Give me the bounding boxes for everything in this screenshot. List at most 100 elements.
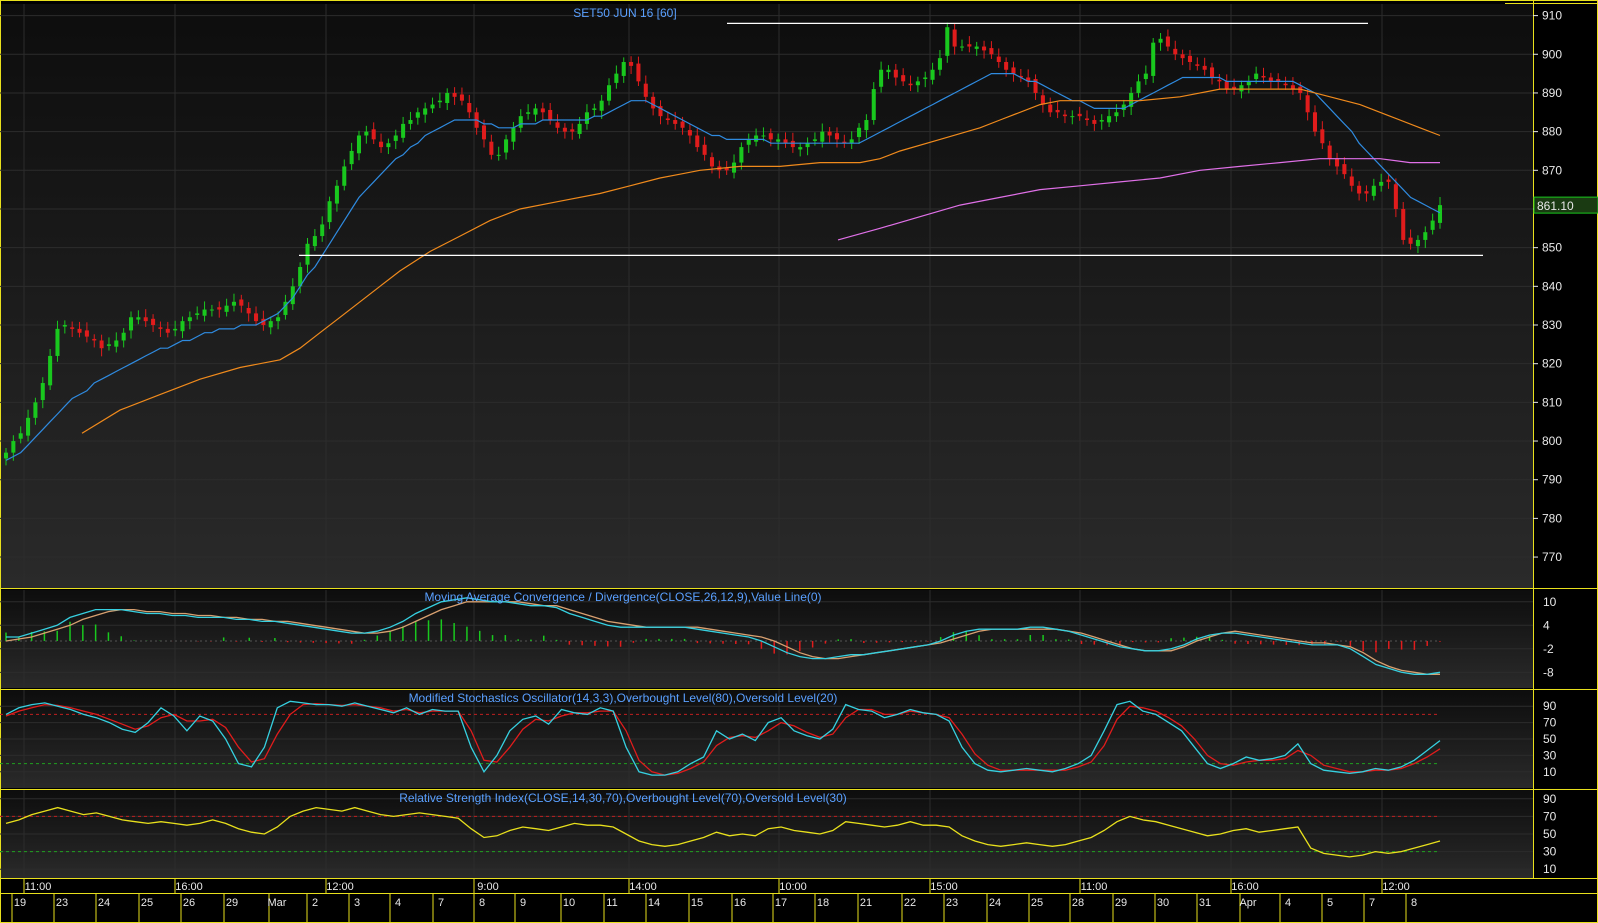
stoch-ytick-label: 30 bbox=[1543, 748, 1557, 762]
candle-body bbox=[379, 141, 384, 148]
candle-body bbox=[268, 321, 273, 328]
x-date-label: 29 bbox=[1115, 897, 1127, 909]
candle-body bbox=[511, 127, 516, 142]
candle-body bbox=[1195, 64, 1200, 66]
x-date-label: 31 bbox=[1199, 897, 1211, 909]
price-ytick-label: 870 bbox=[1542, 163, 1562, 177]
candle-body bbox=[982, 46, 987, 51]
x-time-label: 14:00 bbox=[629, 881, 657, 893]
candle-body bbox=[136, 317, 141, 320]
candle-body bbox=[893, 69, 898, 78]
candle-body bbox=[901, 75, 906, 82]
candle-body bbox=[1312, 112, 1318, 132]
candle-body bbox=[173, 328, 178, 331]
candle-body bbox=[695, 135, 700, 148]
candle-body bbox=[864, 120, 869, 131]
candle-body bbox=[768, 133, 773, 140]
candle-body bbox=[195, 313, 200, 315]
candle-body bbox=[1202, 65, 1207, 70]
x-date-label: 25 bbox=[141, 897, 153, 909]
candle-body bbox=[1305, 95, 1310, 113]
candle-body bbox=[1055, 109, 1060, 113]
candle-body bbox=[570, 129, 575, 132]
price-ytick-label: 880 bbox=[1542, 125, 1562, 139]
candle-body bbox=[1246, 81, 1251, 86]
candle-body bbox=[1158, 38, 1163, 43]
candle-body bbox=[1327, 145, 1332, 159]
candle-body bbox=[40, 383, 45, 401]
macd-axis-bg bbox=[1533, 590, 1598, 688]
stoch-ytick-label: 70 bbox=[1543, 716, 1557, 730]
price-ytick-label: 820 bbox=[1542, 357, 1562, 371]
candle-body bbox=[423, 108, 428, 115]
candle-body bbox=[92, 338, 97, 341]
candle-body bbox=[915, 81, 920, 86]
x-date-label: 23 bbox=[946, 897, 958, 909]
candle-body bbox=[1026, 77, 1031, 82]
candle-body bbox=[945, 27, 950, 56]
candle-body bbox=[1114, 112, 1119, 117]
candle-body bbox=[820, 131, 825, 142]
candle-body bbox=[798, 147, 803, 150]
candle-body bbox=[1180, 54, 1185, 59]
rsi-ytick-label: 10 bbox=[1543, 862, 1557, 876]
candle-body bbox=[687, 130, 692, 136]
rsi-ytick-label: 30 bbox=[1543, 845, 1557, 859]
candle-body bbox=[231, 301, 236, 306]
x-date-label: Apr bbox=[1239, 897, 1256, 909]
price-ytick-label: 790 bbox=[1542, 473, 1562, 487]
candle-body bbox=[599, 100, 604, 111]
x-date-label: 30 bbox=[1157, 897, 1169, 909]
x-date-label: 26 bbox=[183, 897, 195, 909]
price-ytick-label: 850 bbox=[1542, 241, 1562, 255]
candle-body bbox=[1217, 79, 1222, 82]
candle-body bbox=[246, 307, 251, 314]
candle-body bbox=[298, 266, 303, 287]
price-ytick-label: 780 bbox=[1542, 511, 1562, 525]
candle-body bbox=[1364, 191, 1369, 194]
candle-body bbox=[151, 318, 156, 326]
candle-body bbox=[70, 327, 75, 329]
candle-body bbox=[452, 92, 457, 97]
x-date-label: 22 bbox=[904, 897, 916, 909]
candle-body bbox=[967, 44, 972, 47]
candle-body bbox=[77, 328, 82, 333]
x-date-label: 4 bbox=[395, 897, 401, 909]
x-date-label: 29 bbox=[226, 897, 238, 909]
candle-body bbox=[754, 135, 759, 142]
candle-body bbox=[555, 122, 560, 128]
stoch-k-line bbox=[5, 700, 1441, 776]
candle-body bbox=[1004, 62, 1009, 70]
candle-body bbox=[445, 92, 450, 104]
candle-body bbox=[1393, 184, 1398, 209]
candle-body bbox=[1335, 158, 1340, 167]
candle-body bbox=[121, 332, 126, 341]
candle-body bbox=[959, 46, 965, 48]
rsi-line bbox=[5, 806, 1441, 858]
candle-body bbox=[496, 154, 501, 156]
x-date-label: 17 bbox=[775, 897, 787, 909]
candle-body bbox=[1107, 116, 1112, 123]
candle-body bbox=[1084, 118, 1090, 121]
candle-body bbox=[908, 83, 913, 86]
candle-body bbox=[732, 162, 737, 173]
x-time-label: 16:00 bbox=[1231, 881, 1259, 893]
ma-slow-line bbox=[837, 158, 1440, 241]
candle-body bbox=[364, 131, 369, 136]
candle-body bbox=[857, 127, 862, 138]
x-time-label: 10:00 bbox=[779, 881, 807, 893]
candle-body bbox=[1033, 79, 1038, 93]
candle-body bbox=[106, 344, 111, 346]
x-date-label: 11 bbox=[606, 897, 617, 909]
candle-body bbox=[1401, 208, 1406, 240]
candle-body bbox=[930, 69, 935, 80]
candle-body bbox=[1173, 48, 1178, 55]
x-time-label: 15:00 bbox=[930, 881, 958, 893]
candle-body bbox=[430, 104, 435, 109]
candle-body bbox=[790, 140, 795, 148]
candle-body bbox=[1357, 185, 1362, 194]
candle-body bbox=[84, 330, 89, 337]
candle-body bbox=[651, 96, 656, 109]
candle-body bbox=[320, 224, 325, 237]
stoch-panel-title: Modified Stochastics Oscillator(14,3,3),… bbox=[409, 691, 838, 705]
